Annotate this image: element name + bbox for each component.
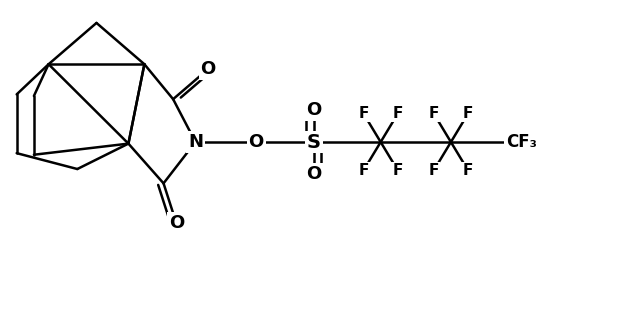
Text: N: N [188, 133, 203, 151]
Text: O: O [306, 165, 321, 183]
Text: F: F [429, 106, 439, 121]
Text: S: S [307, 132, 321, 152]
Text: F: F [429, 163, 439, 178]
Text: O: O [306, 101, 321, 119]
Text: CF₃: CF₃ [506, 133, 536, 151]
Text: O: O [200, 60, 216, 78]
Text: O: O [248, 133, 264, 151]
Text: O: O [169, 214, 184, 232]
Text: F: F [393, 106, 403, 121]
Text: F: F [358, 163, 369, 178]
Text: F: F [463, 163, 474, 178]
Text: F: F [393, 163, 403, 178]
Text: F: F [463, 106, 474, 121]
Text: F: F [358, 106, 369, 121]
